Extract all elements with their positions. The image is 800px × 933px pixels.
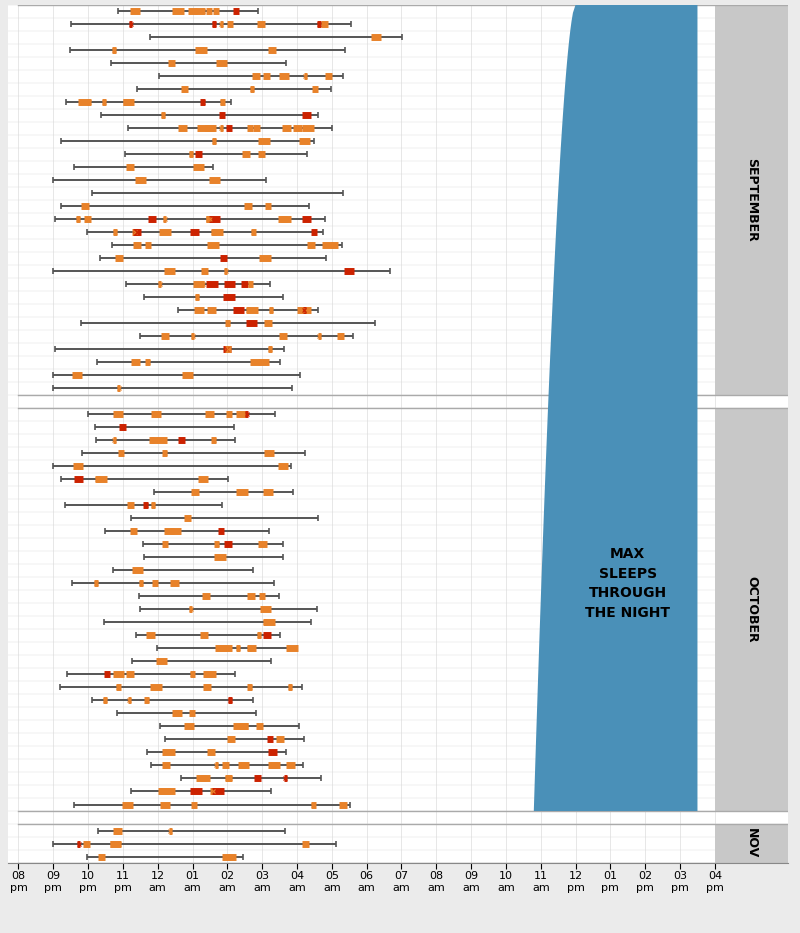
Bar bbox=[715, 5, 788, 395]
Polygon shape bbox=[534, 5, 698, 811]
Text: OCTOBER: OCTOBER bbox=[745, 576, 758, 643]
Text: NOV: NOV bbox=[745, 829, 758, 858]
Text: MAX
SLEEPS
THROUGH
THE NIGHT: MAX SLEEPS THROUGH THE NIGHT bbox=[586, 547, 670, 620]
Text: SEPTEMBER: SEPTEMBER bbox=[745, 158, 758, 242]
Bar bbox=[715, 408, 788, 811]
Bar bbox=[715, 824, 788, 863]
